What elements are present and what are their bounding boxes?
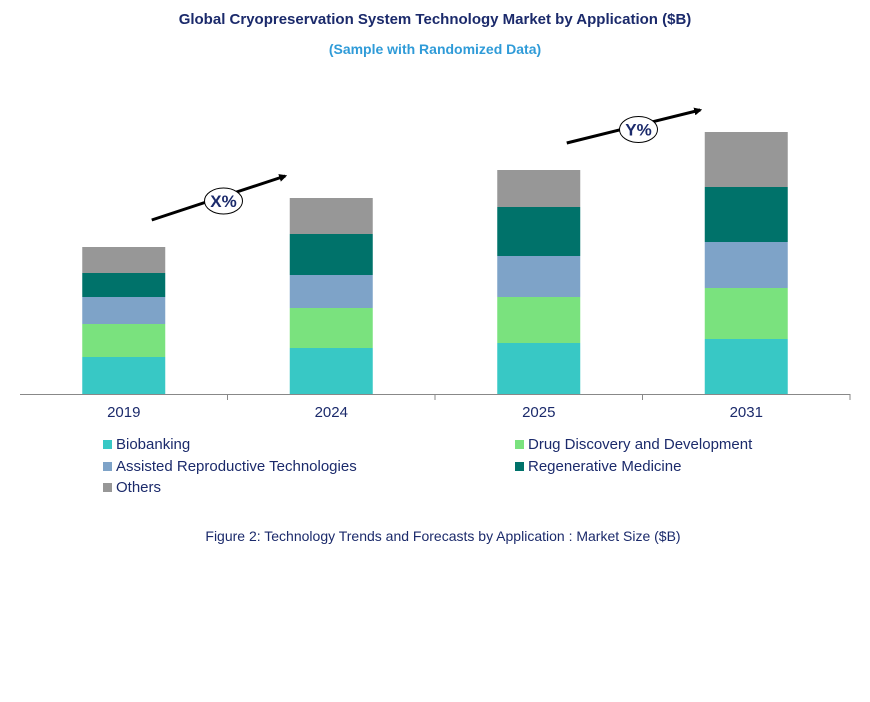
legend-item: Regenerative Medicine [515,458,681,475]
bar-segment-drug-discovery-and-development-2024 [289,308,373,348]
legend-item: Biobanking [103,436,190,453]
legend-swatch [103,462,112,471]
legend-label: Regenerative Medicine [528,458,682,475]
legend-label: Drug Discovery and Development [528,436,753,453]
legend-swatch [103,483,112,492]
bar-segment-regenerative-medicine-2025 [497,207,581,256]
growth-label-ellipse [204,187,243,215]
bar-segment-regenerative-medicine-2019 [82,273,166,297]
bar-segment-others-2024 [289,198,373,234]
x-tick-label: 2025 [522,404,555,421]
bar-segment-assisted-reproductive-technologies-2031 [704,242,788,288]
bar-segment-biobanking-2019 [82,357,166,394]
bar-segment-biobanking-2024 [289,348,373,394]
growth-label: Y% [625,121,651,140]
chart-subtitle: (Sample with Randomized Data) [328,41,542,57]
legend-label: Biobanking [116,436,191,453]
legend-item: Assisted Reproductive Technologies [103,458,357,475]
legend-item: Others [103,479,161,496]
bar-segment-regenerative-medicine-2024 [289,234,373,275]
legend-label: Others [116,479,162,496]
bar-segment-others-2025 [497,170,581,207]
bar-segment-regenerative-medicine-2031 [704,187,788,242]
bar-segment-biobanking-2031 [704,339,788,394]
legend-swatch [103,440,112,449]
bar-segment-assisted-reproductive-technologies-2025 [497,256,581,297]
x-tick-label: 2019 [107,404,140,421]
growth-label-ellipse [619,116,658,143]
legend-item: Drug Discovery and Development [515,436,752,453]
x-tick-label: 2024 [315,404,348,421]
bar-segment-assisted-reproductive-technologies-2019 [82,297,166,324]
bar-segment-biobanking-2025 [497,343,581,394]
bar-segment-others-2019 [82,247,166,273]
bar-segment-drug-discovery-and-development-2031 [704,288,788,339]
bar-segment-assisted-reproductive-technologies-2024 [289,275,373,308]
legend-swatch [515,462,524,471]
bar-segment-drug-discovery-and-development-2019 [82,324,166,357]
x-tick-label: 2031 [730,404,763,421]
bar-segment-others-2031 [704,132,788,187]
bar-segment-drug-discovery-and-development-2025 [497,297,581,343]
legend-swatch [515,440,524,449]
legend-label: Assisted Reproductive Technologies [116,458,357,475]
growth-label: X% [210,192,236,211]
figure-caption: Figure 2: Technology Trends and Forecast… [205,528,681,544]
chart-title: Global Cryopreservation System Technolog… [178,11,692,28]
